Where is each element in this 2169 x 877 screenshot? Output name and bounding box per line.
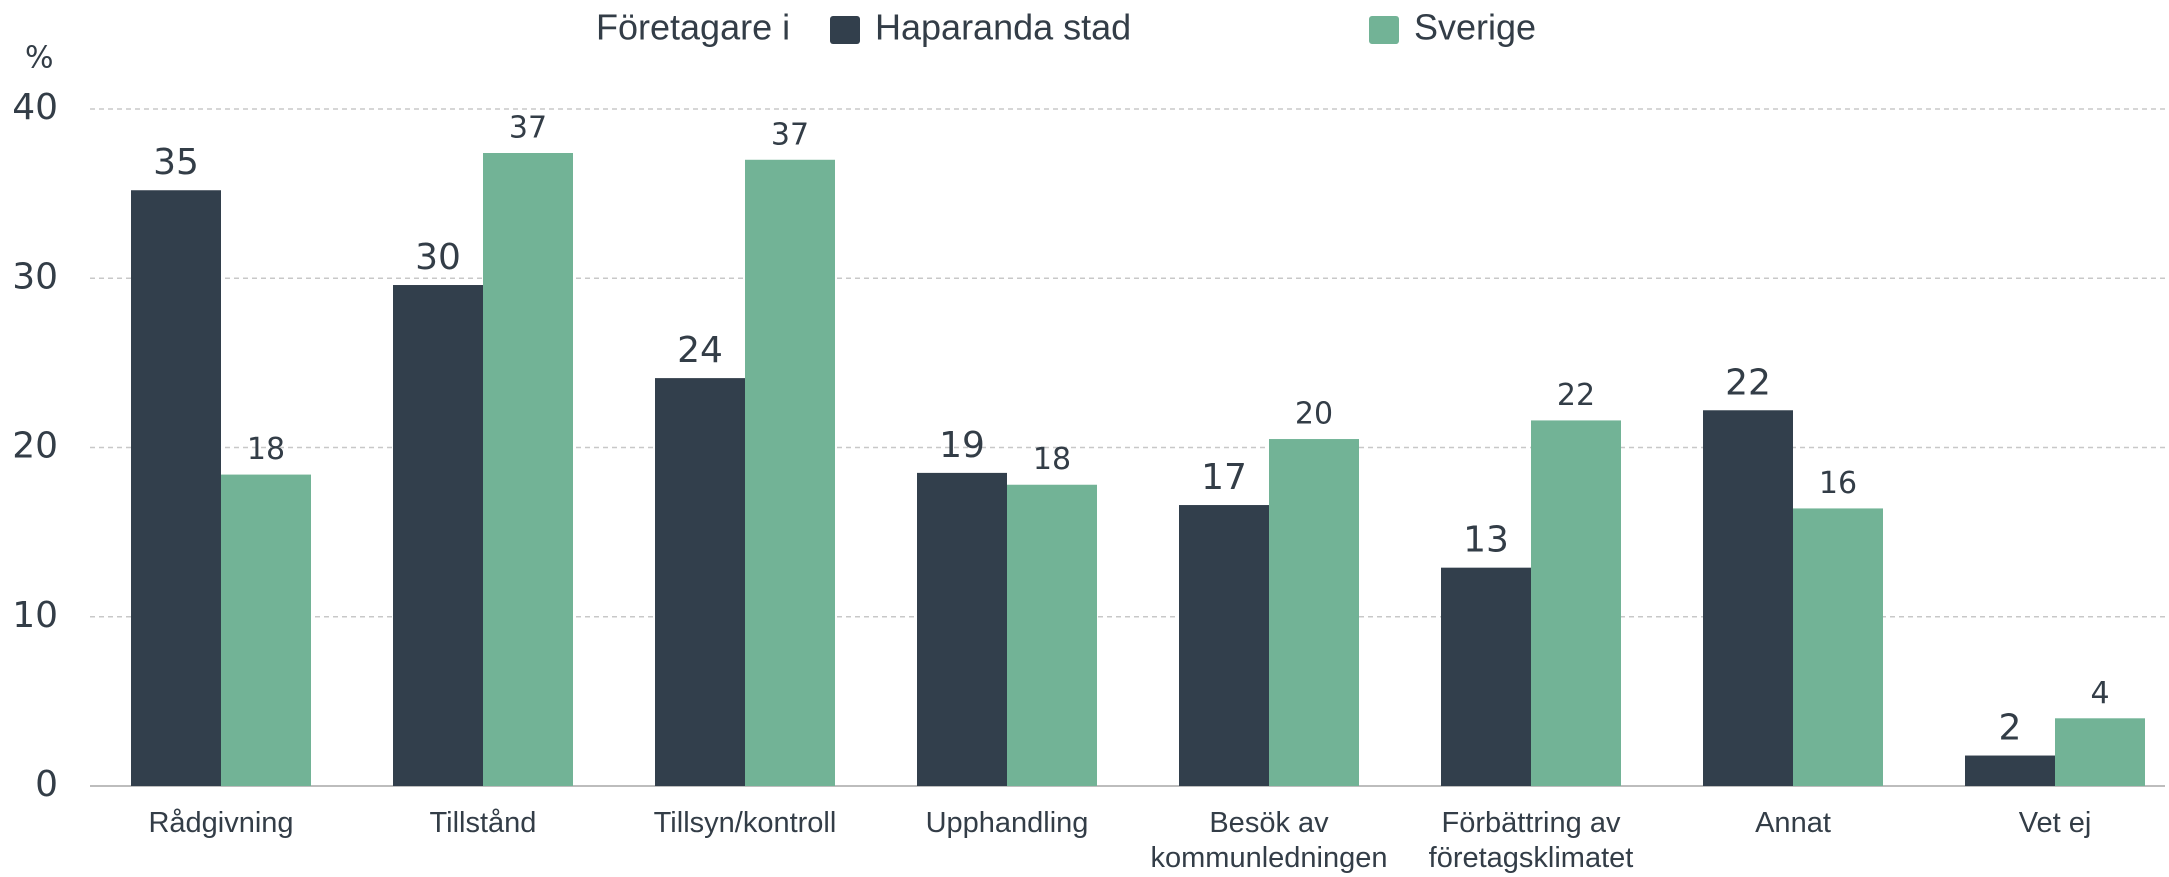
data-label: 22 xyxy=(1725,362,1771,403)
y-tick-label: 20 xyxy=(12,426,58,467)
data-label: 16 xyxy=(1819,466,1857,501)
legend-swatch xyxy=(830,16,860,44)
bar xyxy=(1441,567,1531,786)
legend-label: Sverige xyxy=(1414,7,1536,48)
x-tick-label: Tillsyn/kontroll xyxy=(653,807,837,839)
y-unit-label: % xyxy=(25,41,54,76)
data-label: 2 xyxy=(1999,708,2022,749)
x-tick-label: Rådgivning xyxy=(148,807,294,839)
data-label: 17 xyxy=(1201,457,1247,498)
bar xyxy=(1531,420,1621,786)
bar xyxy=(655,378,745,786)
bar xyxy=(1965,755,2055,786)
bar xyxy=(483,153,573,786)
data-label: 13 xyxy=(1463,520,1509,561)
bar xyxy=(2055,718,2145,786)
data-label: 35 xyxy=(153,142,199,183)
bar xyxy=(1703,410,1793,786)
y-tick-label: 0 xyxy=(35,764,58,805)
y-tick-label: 10 xyxy=(12,595,58,636)
x-tick-label: Förbättring av företagsklimatet xyxy=(1428,807,1634,874)
x-tick-label: Tillstånd xyxy=(429,807,537,839)
bar xyxy=(745,159,835,786)
x-tick-label: Annat xyxy=(1755,807,1831,839)
bar xyxy=(1007,484,1097,786)
x-tick-label: Upphandling xyxy=(925,807,1089,839)
bar xyxy=(131,190,221,787)
data-label: 18 xyxy=(247,432,285,467)
data-label: 20 xyxy=(1295,397,1333,432)
bar xyxy=(1269,439,1359,786)
bar xyxy=(393,285,483,786)
bar xyxy=(917,472,1007,786)
data-label: 37 xyxy=(771,117,809,152)
x-tick-label: Besök av kommunledningen xyxy=(1150,807,1388,874)
data-label: 30 xyxy=(415,237,461,278)
legend-title: Företagare i xyxy=(596,7,790,48)
legend-swatch xyxy=(1369,16,1399,44)
data-label: 19 xyxy=(939,425,985,466)
bar xyxy=(1179,505,1269,786)
data-label: 24 xyxy=(677,330,723,371)
y-tick-label: 40 xyxy=(12,87,58,128)
data-label: 4 xyxy=(2090,676,2109,711)
y-tick-label: 30 xyxy=(12,256,58,297)
data-label: 18 xyxy=(1033,442,1071,477)
legend-label: Haparanda stad xyxy=(875,7,1131,48)
data-label: 37 xyxy=(509,111,547,146)
x-tick-label: Vet ej xyxy=(2018,807,2092,839)
bar xyxy=(1793,508,1883,786)
bar xyxy=(221,474,311,786)
data-label: 22 xyxy=(1557,378,1595,413)
